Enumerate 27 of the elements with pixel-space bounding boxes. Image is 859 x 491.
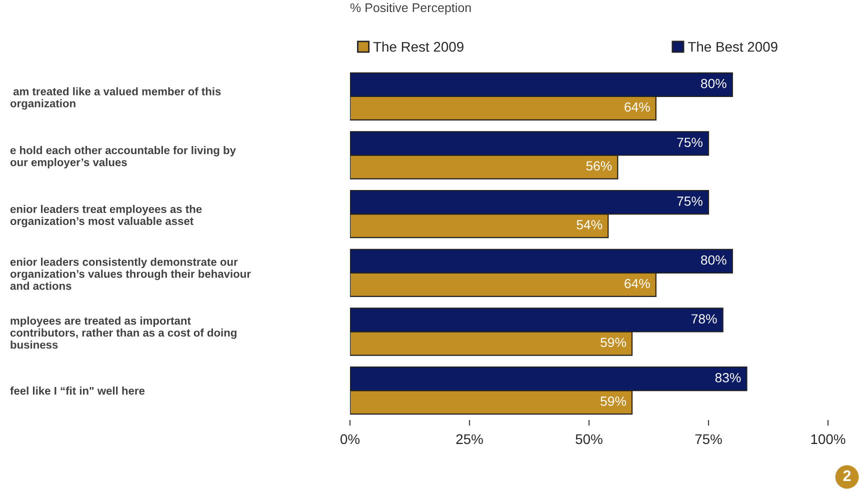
y-tick-label: mployees are treated as important contributors, rather than as a cost of doing business xyxy=(10,316,236,349)
text: 2 xyxy=(843,470,851,481)
x-tick-label: 100% xyxy=(811,434,846,444)
data-label: 80% xyxy=(701,255,726,265)
data-label: 75% xyxy=(677,138,702,148)
y-tick-label: am treated like a valued member of this organization xyxy=(10,87,221,110)
x-axis-title: % Positive Perception xyxy=(350,2,471,15)
legend-label: The Best 2009 xyxy=(688,42,778,52)
legend-label: The Rest 2009 xyxy=(373,42,464,52)
x-tick-label: 25% xyxy=(456,434,483,444)
data-label: 59% xyxy=(600,396,626,406)
data-label: 75% xyxy=(677,196,702,206)
data-label: 64% xyxy=(624,278,650,288)
data-label: 80% xyxy=(701,78,726,88)
data-label: 64% xyxy=(624,102,650,112)
y-tick-label: enior leaders treat employees as the organization’s most valuable asset xyxy=(10,204,202,228)
y-tick-label: e hold each other accountable for living by our employer’s values xyxy=(10,146,236,168)
data-label: 56% xyxy=(586,161,612,171)
data-label: 78% xyxy=(692,314,717,324)
data-label: 83% xyxy=(715,373,741,382)
x-tick-label: 75% xyxy=(695,434,722,444)
y-tick-label: enior leaders consistently demonstrate our organization’s values through their behaviour and actions xyxy=(10,258,251,290)
x-tick-label: 0% xyxy=(340,434,360,444)
x-tick-label: 50% xyxy=(576,434,602,444)
y-tick-label: feel like I “fit in" well here xyxy=(10,386,145,395)
data-label: 54% xyxy=(576,220,602,230)
data-label: 59% xyxy=(600,338,626,348)
